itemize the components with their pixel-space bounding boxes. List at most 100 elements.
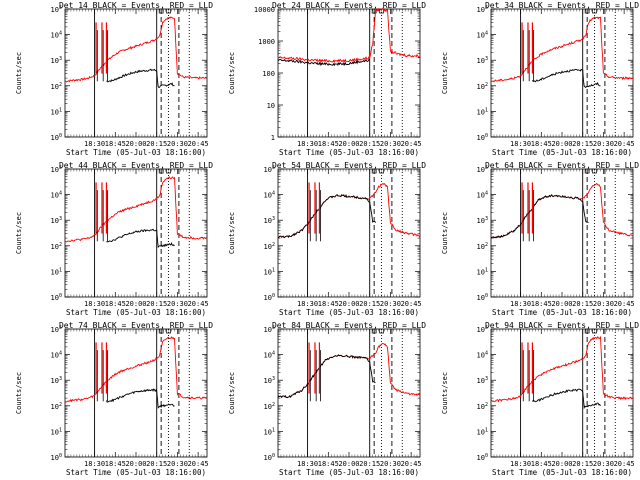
y-tick-label: 105 (477, 325, 488, 334)
x-tick-label: 18:30 (297, 140, 318, 148)
y-tick-label: 101 (51, 427, 62, 436)
x-tick-label: 18:30 (297, 300, 318, 308)
lld-series-line (64, 336, 208, 403)
y-axis-label: Counts/sec (441, 212, 449, 254)
y-axis-label: Counts/sec (15, 212, 23, 254)
panel-title: Det 94 BLACK = Events, RED = LLD (485, 321, 639, 330)
x-tick-label: 20:45 (188, 140, 209, 148)
lld-series-line (277, 182, 421, 239)
y-axis-label: Counts/sec (15, 52, 23, 94)
peak-bracket-right (592, 9, 597, 14)
y-tick-label: 100 (51, 453, 62, 462)
peak-bracket-right (379, 9, 384, 14)
y-tick-label: 103 (264, 376, 275, 385)
x-tick-label: 18:45 (105, 140, 126, 148)
y-tick-label: 100 (477, 453, 488, 462)
y-tick-label: 103 (51, 56, 62, 65)
peak-bracket-right (379, 169, 384, 174)
x-tick-label: 20:15 (359, 460, 380, 468)
y-tick-label: 105 (477, 5, 488, 14)
lld-series-line (490, 16, 634, 83)
x-axis-label: Start Time (05-Jul-03 18:16:00) (279, 468, 419, 477)
x-tick-label: 18:30 (510, 460, 531, 468)
x-tick-label: 20:00 (125, 140, 146, 148)
panel-title: Det 14 BLACK = Events, RED = LLD (59, 1, 213, 10)
y-tick-label: 100 (264, 453, 275, 462)
y-tick-label: 103 (51, 376, 62, 385)
x-tick-label: 20:30 (593, 300, 614, 308)
peak-bracket-left (158, 9, 164, 14)
y-axis-label: Counts/sec (228, 212, 236, 254)
y-tick-label: 1 (271, 134, 275, 142)
events-series-line (277, 194, 376, 239)
x-tick-label: 20:15 (146, 460, 167, 468)
x-tick-label: 18:45 (318, 460, 339, 468)
x-tick-label: 20:00 (338, 460, 359, 468)
y-tick-label: 102 (477, 402, 488, 411)
peak-bracket-left (371, 329, 377, 334)
x-tick-label: 18:45 (318, 300, 339, 308)
y-tick-label: 101 (477, 267, 488, 276)
x-axis-label: Start Time (05-Jul-03 18:16:00) (66, 468, 206, 477)
events-series-line (490, 194, 589, 239)
panel-title: Det 44 BLACK = Events, RED = LLD (59, 161, 213, 170)
x-tick-label: 20:45 (188, 300, 209, 308)
y-tick-label: 104 (264, 351, 275, 360)
x-tick-label: 18:45 (105, 300, 126, 308)
y-tick-label: 105 (477, 165, 488, 174)
events-series-line (277, 58, 371, 67)
panel-title: Det 34 BLACK = Events, RED = LLD (485, 1, 639, 10)
peak-bracket-right (592, 329, 597, 334)
plot-frame (490, 168, 634, 298)
detector-panel-9: Det 94 BLACK = Events, RED = LLD 100 101 10… (441, 321, 639, 477)
y-tick-label: 105 (51, 5, 62, 14)
plot-frame (490, 8, 634, 138)
y-tick-label: 102 (477, 82, 488, 91)
x-tick-label: 20:00 (551, 300, 572, 308)
lld-series-line (490, 335, 634, 403)
x-tick-label: 20:30 (380, 140, 401, 148)
y-tick-label: 104 (51, 351, 62, 360)
plot-frame (64, 8, 208, 138)
y-tick-label: 105 (51, 165, 62, 174)
y-tick-label: 105 (51, 325, 62, 334)
x-tick-label: 20:15 (572, 300, 593, 308)
y-tick-label: 10 (267, 102, 275, 110)
y-tick-label: 103 (51, 216, 62, 225)
x-axis-label: Start Time (05-Jul-03 18:16:00) (279, 308, 419, 317)
y-tick-label: 105 (264, 165, 275, 174)
y-tick-label: 103 (477, 376, 488, 385)
x-tick-label: 18:30 (297, 460, 318, 468)
x-tick-label: 20:15 (359, 300, 380, 308)
y-axis-label: Counts/sec (441, 372, 449, 414)
peak-bracket-left (584, 329, 590, 334)
x-tick-label: 18:45 (531, 140, 552, 148)
y-tick-label: 102 (264, 402, 275, 411)
x-tick-label: 20:30 (167, 300, 188, 308)
y-tick-label: 103 (264, 216, 275, 225)
detector-panel-5: Det 54 BLACK = Events, RED = LLD 100 101 10… (228, 161, 426, 317)
lld-series-line (490, 182, 634, 239)
plot-frame (277, 328, 421, 458)
panel-title: Det 24 BLACK = Events, RED = LLD (272, 1, 426, 10)
y-tick-label: 100 (264, 293, 275, 302)
x-tick-label: 20:45 (401, 300, 422, 308)
x-tick-label: 18:45 (105, 460, 126, 468)
x-tick-label: 20:00 (125, 300, 146, 308)
y-axis-label: Counts/sec (441, 52, 449, 94)
peak-bracket-left (158, 169, 164, 174)
plot-frame (64, 168, 208, 298)
x-tick-label: 18:30 (84, 140, 105, 148)
y-tick-label: 105 (264, 325, 275, 334)
y-axis-label: Counts/sec (15, 372, 23, 414)
x-tick-label: 18:30 (510, 300, 531, 308)
y-tick-label: 102 (51, 402, 62, 411)
peak-bracket-right (592, 169, 597, 174)
detector-panel-7: Det 74 BLACK = Events, RED = LLD 100 101 10… (15, 321, 213, 477)
x-axis-label: Start Time (05-Jul-03 18:16:00) (492, 468, 632, 477)
peak-bracket-right (166, 9, 171, 14)
y-tick-label: 102 (51, 242, 62, 251)
peak-bracket-right (166, 169, 171, 174)
peak-bracket-left (584, 9, 590, 14)
